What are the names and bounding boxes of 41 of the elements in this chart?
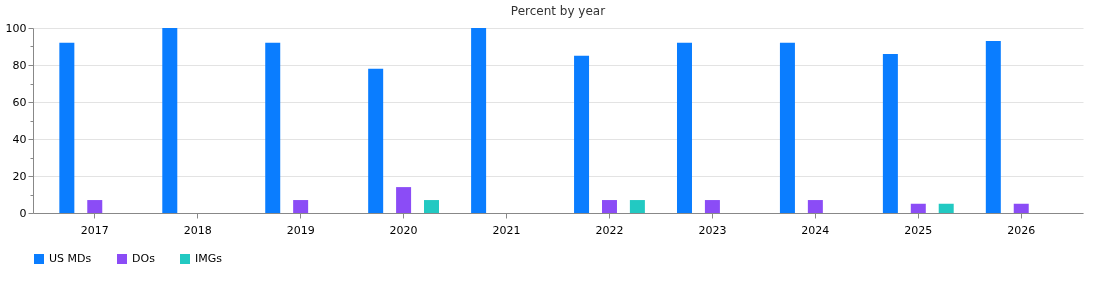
x-tick-label: 2017 — [80, 223, 109, 237]
x-tick-label: 2024 — [801, 223, 830, 237]
bar — [629, 200, 645, 213]
x-tick-label: 2025 — [904, 223, 933, 237]
chart-title: Percent by year — [510, 4, 606, 18]
bar — [265, 42, 281, 213]
bar — [704, 200, 720, 213]
bar — [59, 42, 75, 213]
bar — [368, 68, 384, 213]
y-tick-label: 100 — [5, 21, 27, 35]
y-tick-label: 40 — [12, 132, 27, 146]
y-tick-label: 80 — [12, 58, 27, 72]
legend-label: IMGs — [195, 252, 223, 265]
bar — [471, 28, 487, 213]
bar — [779, 42, 795, 213]
bar — [87, 200, 103, 213]
y-tick-label: 0 — [19, 206, 27, 220]
x-tick-label: 2021 — [492, 223, 521, 237]
x-tick-label: 2023 — [698, 223, 727, 237]
bar — [882, 53, 898, 213]
bar — [985, 40, 1001, 213]
bar — [601, 200, 617, 213]
x-tick-label: 2018 — [183, 223, 212, 237]
x-tick-label: 2026 — [1007, 223, 1036, 237]
legend-label: US MDs — [49, 252, 92, 265]
bar — [910, 203, 926, 213]
y-tick-label: 20 — [12, 169, 27, 183]
bar — [938, 203, 954, 213]
bar — [424, 200, 439, 213]
x-tick-label: 2019 — [286, 223, 315, 237]
bar — [574, 55, 590, 213]
bar — [396, 187, 412, 213]
x-tick-label: 2020 — [389, 223, 418, 237]
y-tick-label: 60 — [12, 95, 27, 109]
bar — [293, 200, 309, 213]
x-tick-label: 2022 — [595, 223, 624, 237]
bar — [807, 200, 823, 213]
bar — [677, 42, 692, 213]
legend-label: DOs — [132, 252, 156, 265]
bar — [1013, 203, 1029, 213]
bar — [162, 28, 178, 213]
